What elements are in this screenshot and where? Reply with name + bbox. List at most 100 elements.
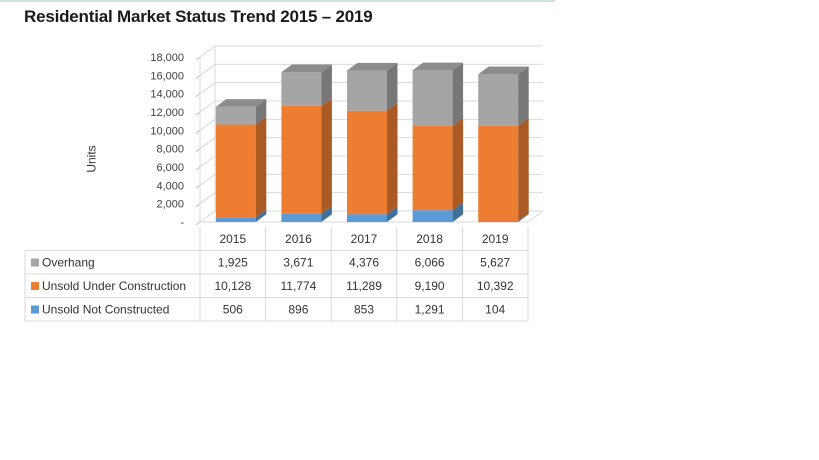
- bar-front: [478, 221, 519, 222]
- bar-side: [518, 66, 529, 126]
- bar-front: [347, 214, 387, 222]
- legend-label: Unsold Under Construction: [42, 279, 186, 293]
- gridline-depth: [199, 100, 216, 113]
- bar-side: [387, 62, 398, 111]
- x-tick-label: 2016: [285, 232, 312, 246]
- y-tick-mark: [195, 129, 201, 134]
- bar-front: [412, 125, 453, 211]
- bar-side: [518, 213, 529, 222]
- bar-segment: [478, 118, 529, 222]
- y-tick-mark: [195, 111, 201, 116]
- y-tick-mark: [195, 221, 201, 226]
- bar-segment: [412, 202, 464, 222]
- bar-front: [347, 110, 387, 215]
- data-label: 11,774: [280, 279, 316, 293]
- bar-side: [387, 206, 398, 222]
- y-tick-label: 10,000: [150, 125, 184, 137]
- bar-side: [452, 202, 464, 222]
- y-tick-label: 16,000: [150, 70, 184, 82]
- bar-front: [412, 70, 453, 126]
- y-tick-label: 18,000: [150, 52, 184, 64]
- bar-segment: [347, 102, 398, 215]
- bar-front: [478, 74, 519, 126]
- bar-front: [281, 213, 322, 222]
- y-tick-mark: [195, 148, 201, 153]
- y-tick-mark: [195, 74, 201, 79]
- bars: [215, 62, 529, 222]
- bar-segment: [281, 206, 332, 222]
- y-tick-label: 8,000: [156, 144, 184, 156]
- gridline-depth: [199, 82, 216, 95]
- bar-segment: [347, 62, 398, 111]
- legend-swatch: [31, 282, 39, 290]
- x-tick-label: 2019: [482, 232, 509, 246]
- bar-front: [281, 72, 322, 106]
- bar-top: [412, 62, 464, 71]
- legend-swatch: [31, 305, 39, 314]
- data-label: 104: [485, 303, 505, 317]
- y-tick-mark: [195, 56, 201, 61]
- bar-side: [255, 209, 267, 222]
- x-tick-label: 2018: [416, 232, 443, 246]
- bar-segment: [412, 62, 464, 126]
- bar-side: [518, 118, 529, 222]
- bar-front: [281, 105, 322, 214]
- y-tick-label: 2,000: [156, 199, 184, 211]
- data-label: 3,671: [283, 256, 313, 270]
- data-table: 2015 2016 2017 2018 2019 Overhang 1,925 3,671 4,…: [24, 227, 529, 322]
- legend-label: Unsold Not Constructed: [42, 303, 169, 317]
- bar-side: [255, 116, 267, 218]
- bar-segment: [281, 64, 332, 106]
- data-label: 9,190: [415, 279, 445, 293]
- bar-front: [347, 70, 387, 111]
- bar-top: [347, 62, 398, 71]
- bar-segment: [478, 213, 529, 222]
- bar-front: [215, 124, 256, 218]
- bar-side: [321, 64, 332, 106]
- bar-front: [412, 210, 453, 222]
- gridline-depth: [199, 173, 216, 186]
- bar-side: [321, 206, 332, 222]
- y-tick-label: 14,000: [150, 89, 184, 101]
- data-label: 853: [354, 303, 374, 317]
- top-rule: [0, 0, 555, 2]
- bar-top: [478, 66, 529, 75]
- data-label: 1,291: [415, 303, 445, 317]
- data-label: 11,289: [346, 279, 382, 293]
- bar-segment: [347, 206, 398, 222]
- bar-side: [255, 99, 267, 125]
- data-label: 5,627: [480, 256, 510, 270]
- bar-segment: [215, 209, 267, 222]
- legend-label: Overhang: [42, 256, 95, 270]
- bar-segment: [478, 66, 529, 126]
- data-label: 10,392: [477, 279, 514, 293]
- y-tick-label: 12,000: [150, 107, 184, 119]
- data-label: 6,066: [415, 256, 445, 270]
- gridline-depth: [199, 137, 216, 150]
- bar-side: [452, 62, 464, 126]
- gridline-depth: [199, 210, 216, 223]
- bar-segment: [412, 118, 464, 211]
- bar-side: [452, 118, 464, 211]
- data-label: 10,128: [214, 279, 251, 293]
- floor-edge-right: [527, 210, 544, 223]
- gridline-depth: [199, 155, 216, 168]
- bar-front: [215, 106, 256, 125]
- gridline-depth: [199, 45, 216, 58]
- data-label: 896: [288, 303, 308, 317]
- y-tick-mark: [195, 184, 201, 189]
- gridline-depth: [199, 192, 216, 205]
- bar-front: [215, 217, 256, 222]
- gridline-depth: [199, 118, 216, 131]
- y-tick-label: 4,000: [156, 180, 184, 192]
- bar-segment: [281, 98, 332, 214]
- data-label: 4,376: [349, 256, 379, 270]
- y-tick-label: -: [180, 217, 184, 229]
- bar-segment: [215, 99, 267, 125]
- y-tick-mark: [195, 203, 201, 208]
- bar-top: [215, 99, 267, 107]
- x-tick-label: 2015: [219, 232, 246, 246]
- data-label: 506: [223, 303, 243, 317]
- y-tick-labels: - 2,000 4,000 6,000 8,000 10,000 12,000 14,000 1…: [150, 52, 184, 229]
